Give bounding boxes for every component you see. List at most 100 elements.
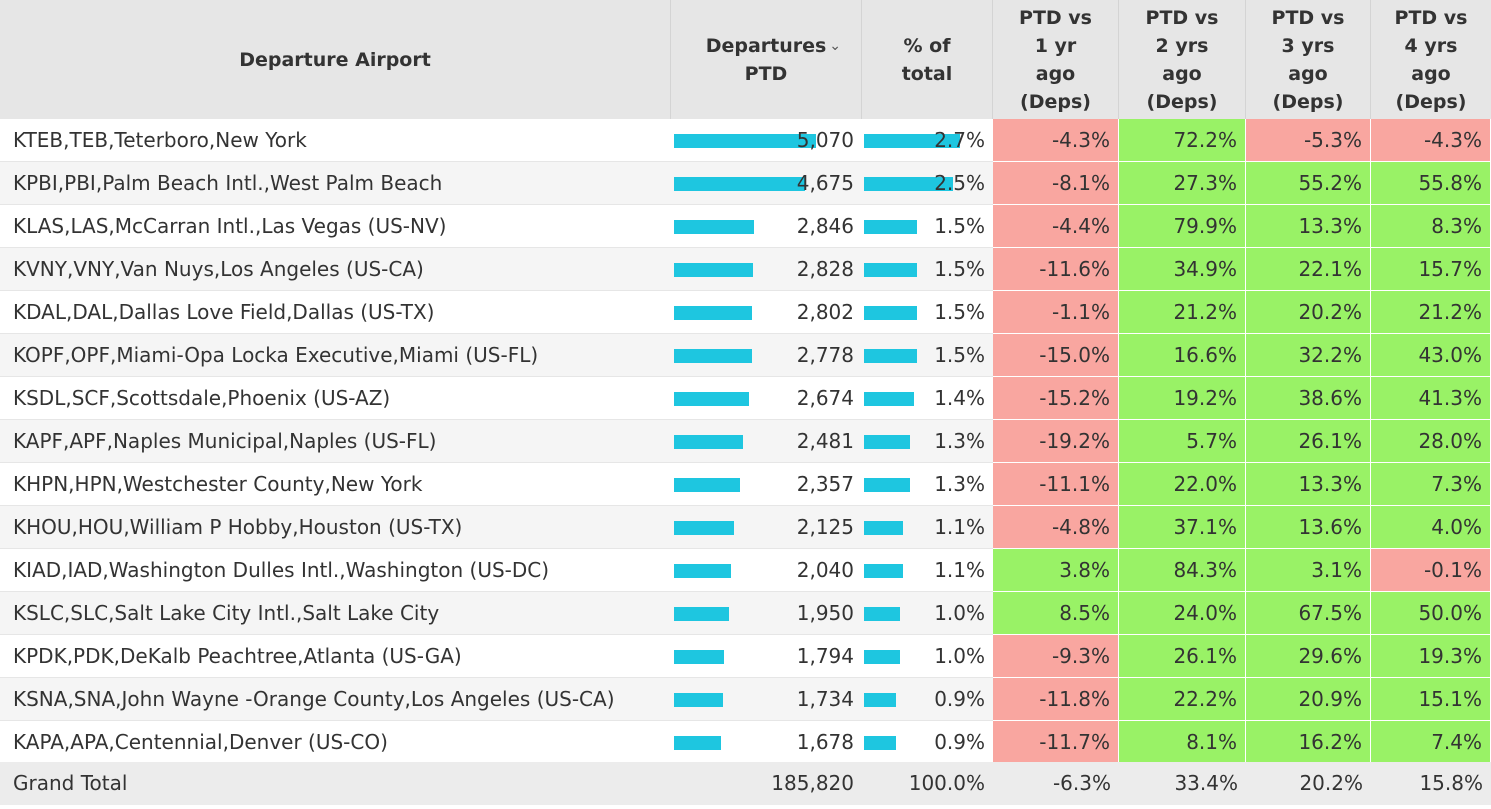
vs-4yrs-cell: 4.0%: [1371, 506, 1491, 549]
table-row[interactable]: KIAD,IAD,Washington Dulles Intl.,Washing…: [0, 549, 1491, 592]
pct-total-value: 2.5%: [934, 171, 985, 195]
table-row[interactable]: KHPN,HPN,Westchester County,New York 2,35…: [0, 463, 1491, 506]
vs-1yr-cell: -4.3%: [993, 119, 1119, 162]
pct-total-bar: [864, 478, 910, 492]
airport-name: KDAL,DAL,Dallas Love Field,Dallas (US-TX…: [13, 300, 435, 324]
airport-name: KAPA,APA,Centennial,Denver (US-CO): [13, 730, 388, 754]
col-header-airport[interactable]: Departure Airport: [0, 0, 671, 119]
pct-total-value: 1.5%: [934, 214, 985, 238]
table-row[interactable]: KPBI,PBI,Palm Beach Intl.,West Palm Beac…: [0, 162, 1491, 205]
vs-4yrs-cell: -0.1%: [1371, 549, 1491, 592]
vs-2yrs-cell: 37.1%: [1119, 506, 1246, 549]
vs-3yrs-cell: 29.6%: [1246, 635, 1371, 678]
pct-total-value: 1.3%: [934, 429, 985, 453]
vs-1yr-cell: -11.8%: [993, 678, 1119, 721]
departures-value: 2,040: [796, 558, 854, 582]
col-header-pct-total[interactable]: % of total: [862, 0, 993, 119]
departures-value: 2,481: [796, 429, 854, 453]
table-row[interactable]: KLAS,LAS,McCarran Intl.,Las Vegas (US-NV…: [0, 205, 1491, 248]
departures-value: 5,070: [796, 128, 854, 152]
vs-2yrs-cell: 27.3%: [1119, 162, 1246, 205]
departures-value: 2,674: [796, 386, 854, 410]
vs-1yr-cell: -11.7%: [993, 721, 1119, 764]
airport-name: KTEB,TEB,Teterboro,New York: [13, 128, 307, 152]
airport-name: KSNA,SNA,John Wayne -Orange County,Los A…: [13, 687, 615, 711]
col-header-vs-4yrs[interactable]: PTD vs 4 yrs ago (Deps): [1394, 6, 1468, 113]
chevron-down-icon[interactable]: ⌄: [829, 38, 841, 54]
pct-total-value: 1.0%: [934, 644, 985, 668]
departures-bar: [674, 478, 740, 492]
grand-total-pct: 100.0%: [908, 771, 985, 795]
table-row[interactable]: KHOU,HOU,William P Hobby,Houston (US-TX)…: [0, 506, 1491, 549]
vs-2yrs-cell: 22.0%: [1119, 463, 1246, 506]
grand-total-vs-2yrs: 33.4%: [1174, 771, 1238, 795]
grand-total-vs-4yrs: 15.8%: [1419, 771, 1483, 795]
departures-value: 2,828: [796, 257, 854, 281]
table-row[interactable]: KAPA,APA,Centennial,Denver (US-CO) 1,678 0…: [0, 721, 1491, 764]
vs-1yr-cell: -8.1%: [993, 162, 1119, 205]
pct-total-value: 1.0%: [934, 601, 985, 625]
departures-value: 2,357: [796, 472, 854, 496]
row-background: [0, 549, 993, 592]
vs-3yrs-cell: 13.6%: [1246, 506, 1371, 549]
pct-total-value: 2.7%: [934, 128, 985, 152]
departures-bar: [674, 177, 805, 191]
pct-total-bar: [864, 349, 917, 363]
table-row[interactable]: KVNY,VNY,Van Nuys,Los Angeles (US-CA) 2,8…: [0, 248, 1491, 291]
vs-1yr-cell: -15.0%: [993, 334, 1119, 377]
vs-2yrs-cell: 72.2%: [1119, 119, 1246, 162]
vs-4yrs-cell: -4.3%: [1371, 119, 1491, 162]
departures-bar: [674, 521, 734, 535]
pct-total-bar: [864, 177, 953, 191]
vs-2yrs-cell: 84.3%: [1119, 549, 1246, 592]
col-header-departures-line1: Departures: [705, 34, 827, 57]
table-row[interactable]: KAPF,APF,Naples Municipal,Naples (US-FL)…: [0, 420, 1491, 463]
pct-total-value: 1.3%: [934, 472, 985, 496]
vs-3yrs-cell: 13.3%: [1246, 463, 1371, 506]
vs-4yrs-cell: 50.0%: [1371, 592, 1491, 635]
vs-2yrs-cell: 26.1%: [1119, 635, 1246, 678]
table-row[interactable]: KOPF,OPF,Miami-Opa Locka Executive,Miami…: [0, 334, 1491, 377]
vs-2yrs-cell: 34.9%: [1119, 248, 1246, 291]
vs-3yrs-cell: 20.9%: [1246, 678, 1371, 721]
table-row[interactable]: KTEB,TEB,Teterboro,New York 5,070 2.7% -4.3…: [0, 119, 1491, 162]
airport-name: KIAD,IAD,Washington Dulles Intl.,Washing…: [13, 558, 550, 582]
pct-total-bar: [864, 607, 900, 621]
pct-total-bar: [864, 521, 903, 535]
airport-name: KHPN,HPN,Westchester County,New York: [13, 472, 423, 496]
grand-total-vs-1yr: -6.3%: [1052, 771, 1111, 795]
vs-2yrs-cell: 21.2%: [1119, 291, 1246, 334]
col-header-vs-3yrs[interactable]: PTD vs 3 yrs ago (Deps): [1246, 0, 1371, 119]
table-row[interactable]: KSLC,SLC,Salt Lake City Intl.,Salt Lake …: [0, 592, 1491, 635]
table-row[interactable]: KSNA,SNA,John Wayne -Orange County,Los A…: [0, 678, 1491, 721]
departures-bar: [674, 134, 816, 148]
grand-total-label: Grand Total: [13, 771, 128, 795]
table-row[interactable]: KSDL,SCF,Scottsdale,Phoenix (US-AZ) 2,674…: [0, 377, 1491, 420]
airport-name: KOPF,OPF,Miami-Opa Locka Executive,Miami…: [13, 343, 539, 367]
airport-name: KHOU,HOU,William P Hobby,Houston (US-TX): [13, 515, 463, 539]
pct-total-bar: [864, 392, 914, 406]
pct-total-bar: [864, 435, 910, 449]
vs-1yr-cell: 8.5%: [993, 592, 1119, 635]
col-header-vs-1yr[interactable]: PTD vs 1 yr ago (Deps): [993, 0, 1119, 119]
col-header-vs-2yrs[interactable]: PTD vs 2 yrs ago (Deps): [1119, 0, 1246, 119]
grand-total-departures: 185,820: [771, 771, 854, 795]
departures-bar: [674, 607, 729, 621]
vs-3yrs-cell: 67.5%: [1246, 592, 1371, 635]
vs-4yrs-cell: 41.3%: [1371, 377, 1491, 420]
table-row[interactable]: KDAL,DAL,Dallas Love Field,Dallas (US-TX…: [0, 291, 1491, 334]
vs-2yrs-cell: 19.2%: [1119, 377, 1246, 420]
vs-2yrs-cell: 5.7%: [1119, 420, 1246, 463]
table-row[interactable]: KPDK,PDK,DeKalb Peachtree,Atlanta (US-GA…: [0, 635, 1491, 678]
vs-1yr-cell: -19.2%: [993, 420, 1119, 463]
departures-value: 2,125: [796, 515, 854, 539]
airport-name: KPBI,PBI,Palm Beach Intl.,West Palm Beac…: [13, 171, 443, 195]
vs-2yrs-cell: 8.1%: [1119, 721, 1246, 764]
pct-total-bar: [864, 650, 900, 664]
departures-bar: [674, 306, 752, 320]
vs-3yrs-cell: 38.6%: [1246, 377, 1371, 420]
row-background: [0, 377, 993, 420]
row-background: [0, 678, 993, 721]
departures-bar: [674, 392, 749, 406]
col-header-departures[interactable]: Departures PTD ⌄: [671, 0, 862, 119]
